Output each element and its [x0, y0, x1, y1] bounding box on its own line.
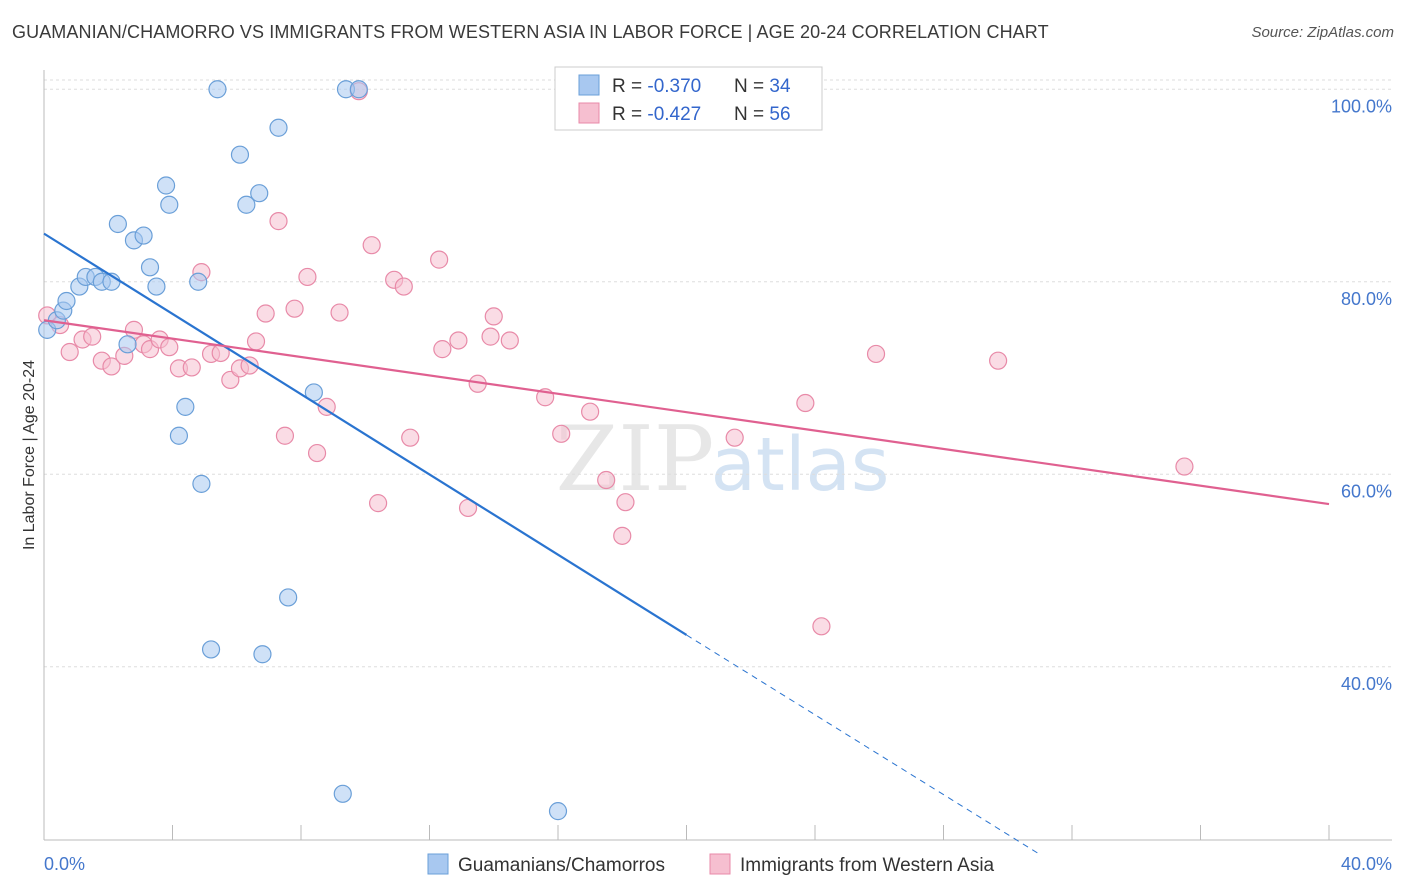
immigrants-point-12	[160, 338, 179, 357]
svg-text:N = 56: N = 56	[734, 104, 791, 125]
immigrants-point-2	[60, 342, 79, 362]
guamanians-point-15	[156, 176, 176, 195]
series-legend-swatch-pink	[709, 853, 731, 875]
guamanians-point-23	[230, 145, 250, 164]
immigrants-point-47	[597, 470, 616, 490]
y-tick-label-100: 100.0%	[1331, 96, 1392, 116]
watermark: ZIP atlas	[556, 407, 890, 512]
guamanians-point-22	[208, 80, 227, 99]
immigrants-point-26	[298, 267, 317, 287]
legend-r-value-pink: -0.427	[647, 104, 701, 125]
guamanians-point-26	[253, 645, 272, 664]
guamanians-point-18	[176, 397, 195, 416]
guamanians-point-25	[250, 184, 269, 203]
trend-line-guamanians-extension	[686, 634, 1041, 855]
immigrants-point-27	[307, 443, 327, 463]
immigrants-point-52	[812, 617, 831, 636]
series-guamanians-points	[38, 80, 568, 821]
legend-n-label-blue: N =	[734, 76, 769, 97]
immigrants-point-29	[330, 303, 349, 322]
source-credit: Source: ZipAtlas.com	[1251, 24, 1394, 41]
legend-n-label-pink: N =	[734, 104, 769, 125]
series-legend-swatch-blue	[427, 853, 449, 875]
y-tick-label-60: 60.0%	[1341, 481, 1392, 501]
y-axis-tick-labels: 40.0% 60.0% 80.0% 100.0%	[1331, 96, 1392, 694]
x-axis-ticks	[43, 825, 1330, 840]
immigrants-point-4	[83, 327, 102, 346]
immigrants-point-37	[433, 340, 452, 359]
y-tick-label-80: 80.0%	[1341, 289, 1392, 309]
immigrants-point-35	[401, 428, 420, 447]
guamanians-point-30	[333, 784, 352, 803]
chart-title: GUAMANIAN/CHAMORRO VS IMMIGRANTS FROM WE…	[12, 22, 1049, 42]
immigrants-point-51	[796, 393, 815, 413]
trend-line-immigrants	[43, 319, 1330, 506]
immigrants-point-46	[581, 402, 600, 421]
guamanians-point-17	[169, 426, 189, 445]
guamanians-point-3	[57, 291, 76, 311]
immigrants-point-49	[616, 493, 635, 512]
legend-r-label-blue: R =	[612, 76, 647, 97]
guamanians-point-28	[279, 588, 298, 607]
immigrants-point-31	[362, 236, 381, 255]
immigrants-point-28	[317, 397, 336, 416]
immigrants-point-22	[256, 304, 275, 323]
immigrants-point-41	[481, 327, 500, 346]
legend-n-value-blue: 34	[769, 76, 791, 97]
immigrants-point-36	[430, 250, 449, 269]
immigrants-point-54	[989, 351, 1008, 370]
guamanians-point-14	[147, 277, 166, 296]
immigrants-point-21	[246, 332, 266, 351]
immigrants-point-20	[240, 356, 259, 375]
immigrants-point-45	[552, 424, 571, 443]
immigrants-point-55	[1175, 457, 1194, 476]
legend-swatch-pink	[578, 102, 600, 124]
immigrants-point-53	[866, 344, 886, 364]
y-tick-label-40: 40.0%	[1341, 674, 1392, 694]
trend-line-guamanians	[43, 232, 688, 636]
guamanians-point-9	[108, 214, 127, 234]
immigrants-point-25	[285, 299, 304, 318]
series-legend-label-blue: Guamanians/Chamorros	[458, 855, 665, 876]
trend-lines	[43, 232, 1330, 855]
legend-n-value-pink: 56	[769, 104, 790, 125]
svg-text:R = -0.427: R = -0.427	[612, 104, 701, 125]
guamanians-point-24	[237, 195, 256, 214]
legend-r-label-pink: R =	[612, 104, 647, 125]
series-legend: Guamanians/Chamorros Immigrants from Wes…	[427, 853, 995, 876]
x-tick-label-max: 40.0%	[1341, 854, 1392, 874]
legend-swatch-blue	[578, 74, 600, 96]
immigrants-point-42	[484, 307, 503, 326]
immigrants-point-24	[275, 426, 295, 445]
immigrants-point-14	[182, 358, 201, 377]
guamanians-point-19	[189, 272, 208, 291]
correlation-legend: R = -0.370 N = 34 R = -0.427 N = 56	[554, 66, 823, 131]
y-axis-label: In Labor Force | Age 20-24	[21, 360, 38, 550]
guamanians-point-20	[192, 474, 211, 493]
immigrants-point-6	[102, 357, 121, 376]
guamanians-point-32	[349, 80, 368, 99]
watermark-zip: ZIP	[556, 407, 715, 512]
guamanians-point-13	[140, 258, 160, 277]
guamanians-point-33	[548, 802, 568, 821]
immigrants-point-38	[449, 331, 468, 350]
immigrants-point-48	[613, 526, 632, 545]
guamanians-point-12	[134, 226, 153, 245]
guamanians-point-16	[160, 195, 179, 214]
x-tick-label-min: 0.0%	[44, 854, 85, 874]
immigrants-point-34	[394, 277, 413, 296]
guamanians-point-27	[269, 118, 288, 137]
immigrants-point-23	[269, 212, 288, 231]
svg-text:N = 34: N = 34	[734, 76, 791, 97]
guamanians-point-21	[201, 640, 221, 659]
series-legend-label-pink: Immigrants from Western Asia	[740, 855, 995, 876]
immigrants-point-50	[725, 428, 744, 447]
series-immigrants-western-asia-points	[38, 82, 1194, 636]
legend-r-value-blue: -0.370	[647, 76, 701, 97]
immigrants-point-43	[500, 331, 519, 350]
guamanians-point-10	[118, 335, 137, 354]
immigrants-point-32	[369, 494, 388, 513]
svg-text:R = -0.370: R = -0.370	[612, 76, 701, 97]
